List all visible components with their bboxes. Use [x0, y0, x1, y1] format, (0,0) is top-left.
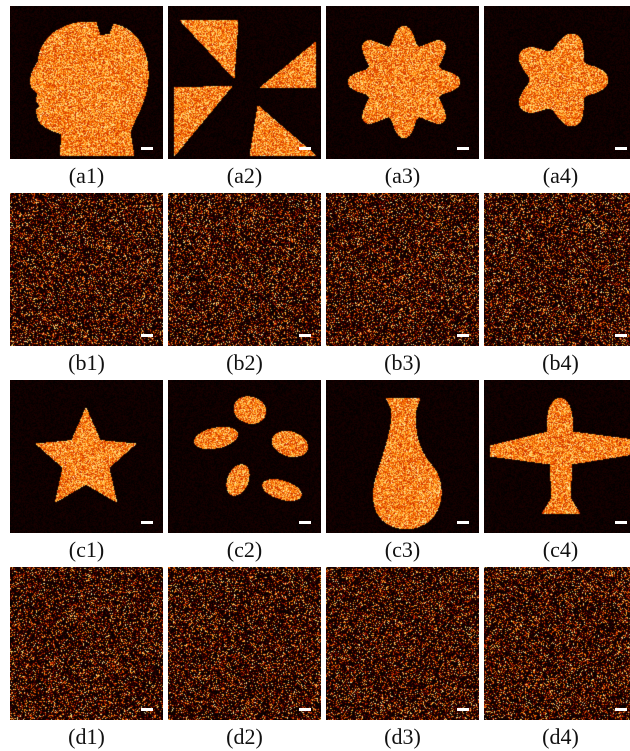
scale-bar: [457, 147, 469, 150]
figure-cell: (d3): [326, 567, 479, 749]
speckle-image-panel: [10, 567, 163, 720]
panel-label: (d3): [384, 724, 421, 749]
figure-cell: (b2): [168, 193, 321, 375]
figure-cell: (c4): [484, 380, 630, 562]
panel-label: (c2): [226, 537, 263, 562]
panel-label: (b1): [68, 350, 105, 375]
panel-image: [10, 380, 163, 533]
panel-image: [10, 6, 163, 159]
figure-cell: (a2): [168, 6, 321, 188]
reconstruction-image-panel: [326, 380, 479, 533]
reconstruction-image-panel: [484, 6, 630, 159]
figure-cell: (b3): [326, 193, 479, 375]
panel-label: (c4): [542, 537, 579, 562]
panel-label: (c1): [68, 537, 105, 562]
panel-label: (c3): [384, 537, 421, 562]
panel-image: [10, 567, 163, 720]
figure-cell: (b4): [484, 193, 630, 375]
panel-image: [168, 6, 321, 159]
panel-image: [10, 193, 163, 346]
panel-image: [484, 6, 630, 159]
panel-image: [168, 193, 321, 346]
panel-image: [326, 193, 479, 346]
panel-label: (d1): [68, 724, 105, 749]
figure-cell: (b1): [10, 193, 163, 375]
panel-image: [326, 567, 479, 720]
panel-label: (b4): [542, 350, 579, 375]
scale-bar: [457, 334, 469, 337]
scale-bar: [615, 708, 627, 711]
panel-image: [326, 380, 479, 533]
scale-bar: [141, 334, 153, 337]
reconstruction-image-panel: [168, 380, 321, 533]
panel-label: (b3): [384, 350, 421, 375]
figure-cell: (d1): [10, 567, 163, 749]
panel-label: (a4): [542, 163, 579, 188]
panel-image: [484, 193, 630, 346]
speckle-image-panel: [168, 567, 321, 720]
scale-bar: [615, 334, 627, 337]
reconstruction-image-panel: [10, 380, 163, 533]
reconstruction-image-panel: [10, 6, 163, 159]
scale-bar: [299, 521, 311, 524]
scale-bar: [615, 147, 627, 150]
panel-image: [326, 6, 479, 159]
figure-cell: (d2): [168, 567, 321, 749]
scale-bar: [299, 708, 311, 711]
scale-bar: [141, 521, 153, 524]
figure-cell: (c2): [168, 380, 321, 562]
panel-label: (b2): [226, 350, 263, 375]
panel-label: (d4): [542, 724, 579, 749]
scale-bar: [457, 708, 469, 711]
scale-bar: [615, 521, 627, 524]
speckle-image-panel: [10, 193, 163, 346]
panel-image: [168, 380, 321, 533]
panel-label: (a3): [384, 163, 421, 188]
reconstruction-image-panel: [168, 6, 321, 159]
panel-image: [484, 380, 630, 533]
reconstruction-image-panel: [326, 6, 479, 159]
scale-bar: [299, 147, 311, 150]
figure-cell: (a3): [326, 6, 479, 188]
panel-image: [168, 567, 321, 720]
speckle-image-panel: [326, 193, 479, 346]
figure-cell: (c3): [326, 380, 479, 562]
scale-bar: [457, 521, 469, 524]
panel-image: [484, 567, 630, 720]
speckle-image-panel: [484, 567, 630, 720]
speckle-image-panel: [168, 193, 321, 346]
scale-bar: [299, 334, 311, 337]
scale-bar: [141, 147, 153, 150]
figure-cell: (a4): [484, 6, 630, 188]
speckle-image-panel: [326, 567, 479, 720]
reconstruction-image-panel: [484, 380, 630, 533]
figure-cell: (c1): [10, 380, 163, 562]
figure-cell: (d4): [484, 567, 630, 749]
speckle-image-panel: [484, 193, 630, 346]
panel-label: (d2): [226, 724, 263, 749]
panel-label: (a2): [226, 163, 263, 188]
figure-cell: (a1): [10, 6, 163, 188]
panel-label: (a1): [68, 163, 105, 188]
scale-bar: [141, 708, 153, 711]
